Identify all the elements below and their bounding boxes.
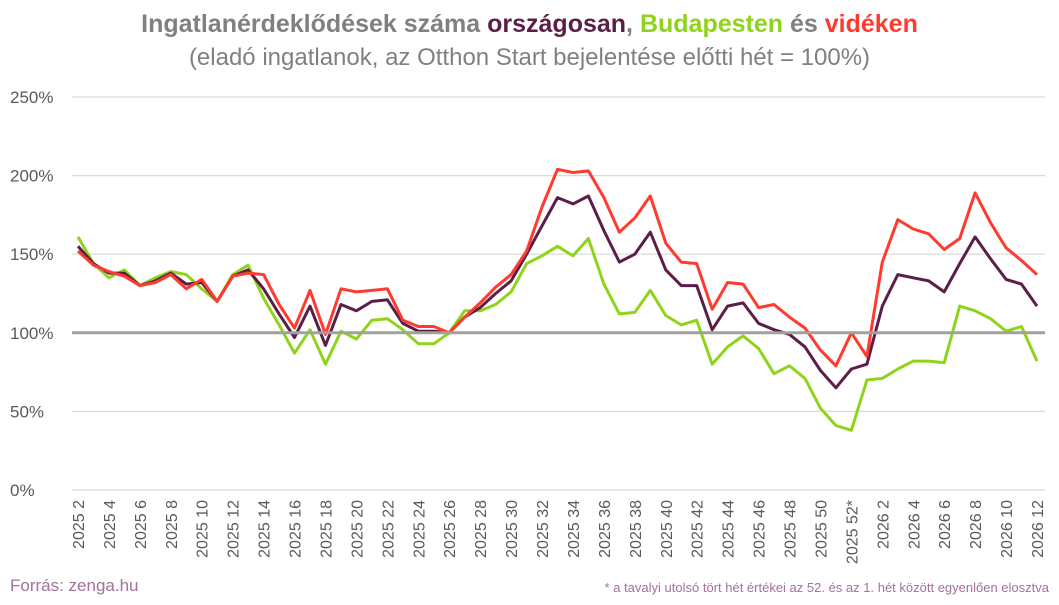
y-tick-label: 0% — [10, 481, 35, 500]
x-tick-label: 2025 32 — [535, 500, 552, 558]
x-tick-label: 2026 12 — [1030, 500, 1047, 558]
x-tick-label: 2025 30 — [504, 500, 521, 558]
x-tick-label: 2025 22 — [380, 500, 397, 558]
title-part-orszagosan: országosan — [487, 10, 627, 38]
x-tick-label: 2026 4 — [906, 500, 923, 549]
footnote: * a tavalyi utolsó tört hét értékei az 5… — [604, 580, 1049, 595]
y-tick-label: 250% — [10, 88, 53, 107]
x-tick-label: 2026 6 — [937, 500, 954, 549]
x-tick-label: 2025 14 — [257, 500, 274, 558]
x-tick-label: 2025 52* — [844, 500, 861, 564]
x-tick-label: 2025 28 — [473, 500, 490, 558]
title-part: , — [626, 10, 640, 38]
title-part: és — [783, 10, 825, 38]
x-tick-label: 2025 34 — [566, 500, 583, 558]
x-tick-label: 2025 4 — [102, 500, 119, 549]
x-tick-label: 2025 44 — [721, 500, 738, 558]
x-tick-label: 2025 6 — [133, 500, 150, 549]
x-tick-label: 2025 20 — [349, 500, 366, 558]
x-tick-label: 2025 2 — [71, 500, 88, 549]
x-tick-label: 2026 8 — [968, 500, 985, 549]
x-tick-label: 2025 36 — [597, 500, 614, 558]
x-tick-label: 2026 10 — [999, 500, 1016, 558]
x-tick-label: 2025 48 — [783, 500, 800, 558]
x-tick-label: 2025 8 — [164, 500, 181, 549]
x-tick-label: 2025 40 — [659, 500, 676, 558]
title-part-budapesten: Budapesten — [639, 10, 784, 38]
x-tick-label: 2025 50 — [813, 500, 830, 558]
source-label: Forrás: zenga.hu — [10, 576, 139, 595]
y-tick-label: 50% — [10, 402, 44, 421]
y-tick-label: 150% — [10, 245, 53, 264]
x-tick-label: 2025 18 — [318, 500, 335, 558]
x-tick-label: 2025 26 — [442, 500, 459, 558]
x-tick-label: 2025 16 — [288, 500, 305, 558]
x-tick-label: 2025 38 — [628, 500, 645, 558]
x-tick-label: 2025 10 — [195, 500, 212, 558]
y-tick-label: 200% — [10, 167, 53, 186]
y-tick-label: 100% — [10, 324, 53, 343]
chart-subtitle: (eladó ingatlanok, az Otthon Start bejel… — [188, 44, 871, 71]
x-tick-label: 2026 2 — [875, 500, 892, 549]
title-part-videken: vidéken — [824, 10, 918, 38]
x-tick-label: 2025 24 — [411, 500, 428, 558]
x-tick-label: 2025 42 — [690, 500, 707, 558]
chart-title: Ingatlanérdeklődések száma országosan, B… — [0, 10, 1059, 39]
x-tick-label: 2025 46 — [752, 500, 769, 558]
x-tick-label: 2025 12 — [226, 500, 243, 558]
title-part: Ingatlanérdeklődések száma — [141, 10, 488, 38]
